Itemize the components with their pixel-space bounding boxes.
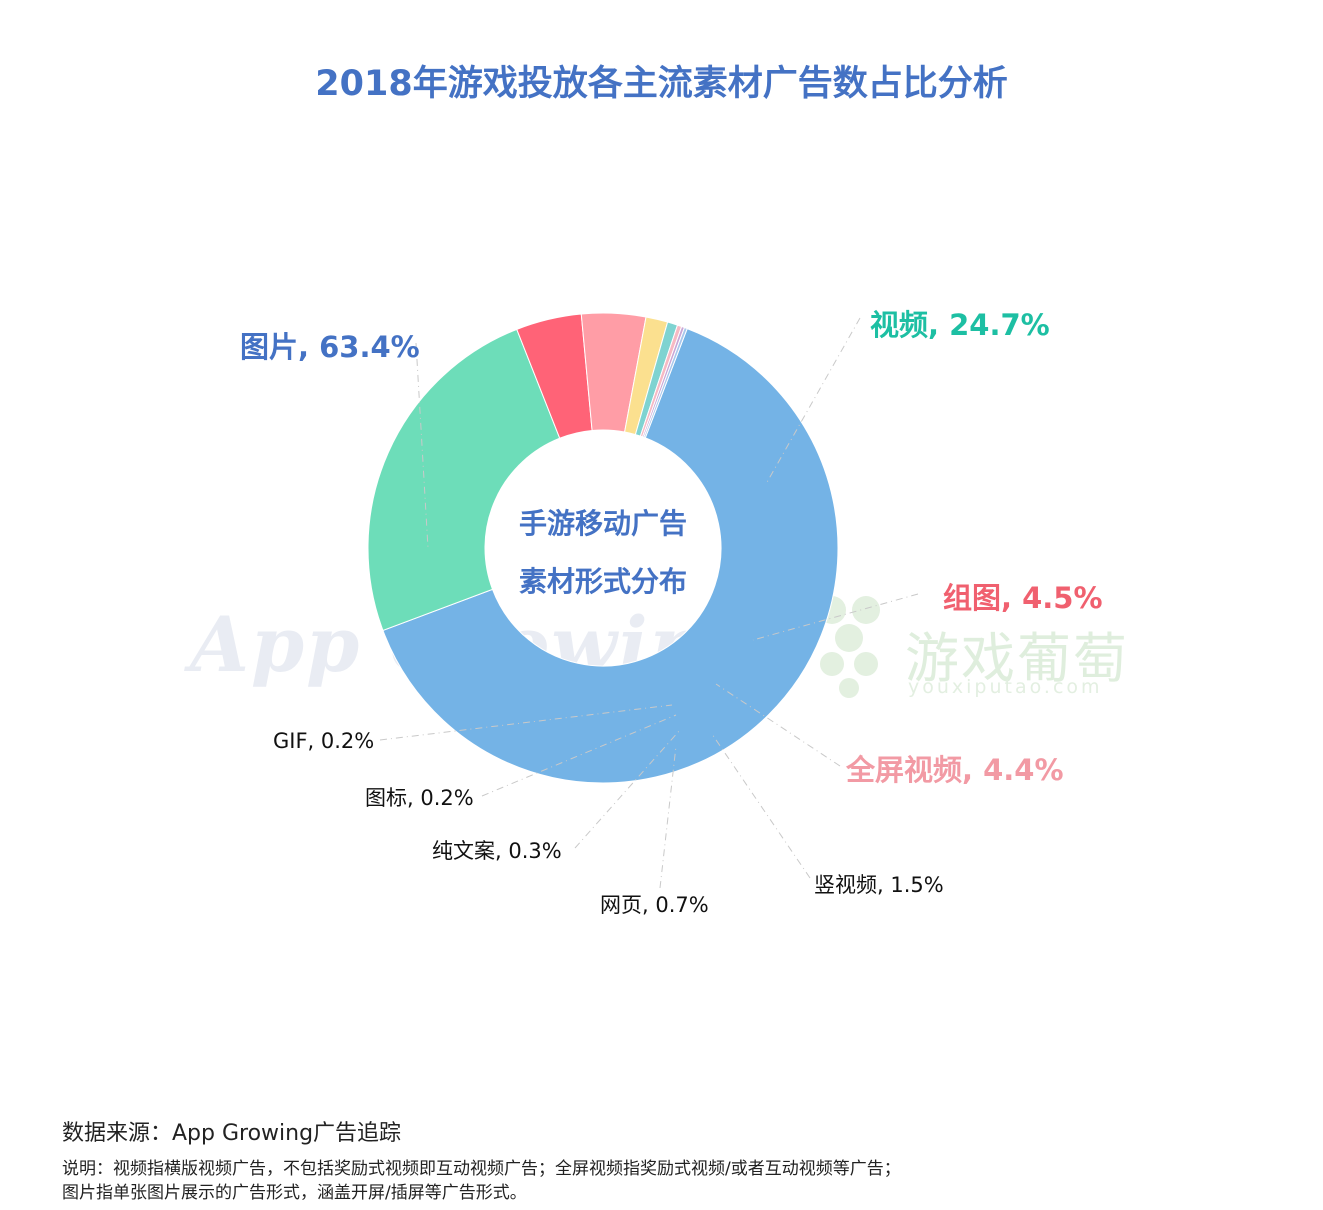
watermark-youxiputao-en: youxiputao.com	[908, 676, 1103, 698]
leader-line-全屏视频	[715, 683, 841, 767]
slice-图片	[382, 327, 839, 784]
leader-line-竖视频	[711, 733, 811, 879]
slice-label-全屏视频: 全屏视频, 4.4%	[845, 753, 1064, 787]
leader-line-图片	[415, 342, 429, 549]
slice-label-网页: 网页, 0.7%	[600, 893, 709, 917]
leader-line-纯文案	[574, 729, 681, 849]
grape-dot	[852, 596, 880, 624]
center-label-line-1: 手游移动广告	[519, 507, 687, 540]
leader-line-GIF	[379, 704, 673, 741]
slice-label-图片: 图片, 63.4%	[240, 330, 420, 364]
grape-dot	[839, 678, 859, 698]
footnote-line-1: 说明：视频指横版视频广告，不包括奖励式视频即互动视频广告；全屏视频指奖励式视频/…	[62, 1159, 901, 1179]
footnote-line-2: 图片指单张图片展示的广告形式，涵盖开屏/插屏等广告形式。	[62, 1183, 527, 1203]
slice-视频	[367, 328, 561, 632]
grape-dot	[835, 624, 863, 652]
center-label-line-2: 素材形式分布	[519, 565, 687, 598]
leader-line-图标	[481, 714, 677, 797]
leader-line-组图	[752, 593, 919, 641]
data-source: 数据来源：App Growing广告追踪	[62, 1121, 402, 1146]
slice-GIF	[643, 326, 688, 439]
slice-label-GIF: GIF, 0.2%	[273, 729, 374, 753]
chart-title: 2018年游戏投放各主流素材广告数占比分析	[315, 64, 1008, 104]
slice-label-竖视频: 竖视频, 1.5%	[814, 873, 944, 897]
grape-dot	[854, 652, 878, 676]
footnote: 说明：视频指横版视频广告，不包括奖励式视频即互动视频广告；全屏视频指奖励式视频/…	[62, 1157, 1262, 1205]
slice-label-视频: 视频, 24.7%	[870, 308, 1050, 342]
slice-label-图标: 图标, 0.2%	[365, 786, 474, 810]
watermark-youxiputao-cn: 游戏葡萄	[905, 627, 1129, 690]
slice-label-组图: 组图, 4.5%	[943, 581, 1103, 615]
grape-dot	[820, 652, 844, 676]
slice-label-纯文案: 纯文案, 0.3%	[432, 839, 562, 863]
